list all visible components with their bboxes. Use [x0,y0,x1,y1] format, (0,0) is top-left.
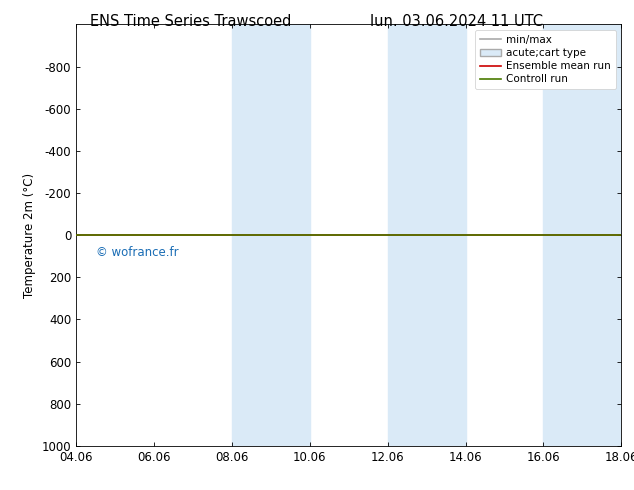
Text: ENS Time Series Trawscoed: ENS Time Series Trawscoed [89,14,291,29]
Bar [387,24,465,446]
Bar [232,24,310,446]
Y-axis label: Temperature 2m (°C): Temperature 2m (°C) [23,172,36,298]
Legend: min/max, acute;cart type, Ensemble mean run, Controll run: min/max, acute;cart type, Ensemble mean … [475,30,616,90]
Text: lun. 03.06.2024 11 UTC: lun. 03.06.2024 11 UTC [370,14,543,29]
Text: © wofrance.fr: © wofrance.fr [96,245,178,259]
Bar [543,24,621,446]
